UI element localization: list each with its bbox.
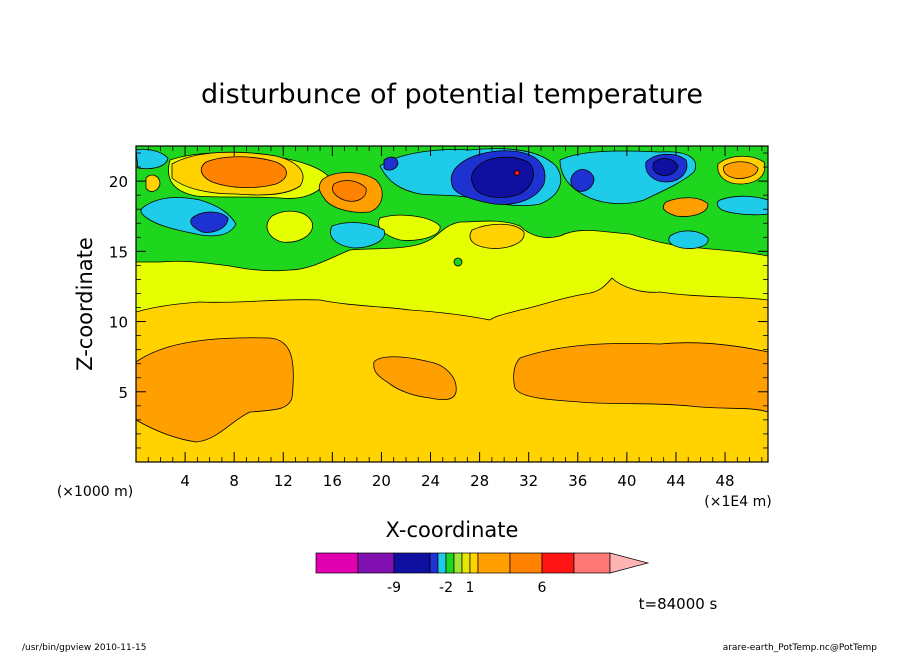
- blob-warm-4-inner: [723, 161, 759, 179]
- x-tick-label: 24: [421, 472, 440, 490]
- colorbar-tick-label: 6: [538, 580, 547, 596]
- blob-blue-3: [570, 169, 595, 192]
- colorbar-tick-labels: -9 -2 1 6: [387, 580, 547, 596]
- colorbar-segment: [469, 552, 479, 574]
- colorbar-segment: [445, 552, 455, 574]
- colorbar-segment: [477, 552, 511, 574]
- y-axis-label: Z-coordinate: [73, 237, 97, 371]
- blob-warm-1-inner: [200, 156, 287, 189]
- colorbar-segment: [437, 552, 447, 574]
- blob-warm-3: [662, 197, 709, 217]
- blob-cyan-2: [330, 222, 385, 249]
- blob-warm-2-inner: [332, 180, 367, 202]
- footer-right: arare-earth_PotTemp.nc@PotTemp: [723, 643, 878, 653]
- colorbar-segment: [429, 552, 439, 574]
- x-tick-label: 44: [666, 472, 685, 490]
- colorbar-segment: [541, 552, 575, 574]
- hole-yellow-a: [266, 210, 313, 243]
- x-tick-label: 20: [372, 472, 391, 490]
- x-axis-label: X-coordinate: [386, 518, 519, 542]
- colorbar-tick-label: 1: [466, 580, 475, 596]
- x-unit-right: (×1E4 m): [704, 494, 771, 510]
- colorbar-tick-label: -9: [387, 580, 401, 596]
- blob-warm-6: [145, 174, 161, 192]
- x-tick-label: 36: [568, 472, 587, 490]
- chart-title: disturbunce of potential temperature: [201, 79, 703, 110]
- blob-orange-right: [513, 342, 768, 413]
- blob-cyan-5: [668, 230, 709, 249]
- colorbar-tick-label: -2: [439, 580, 453, 596]
- x-tick-label: 8: [229, 472, 239, 490]
- blob-orange-left: [136, 337, 294, 443]
- y-axis-ticks: 5 10 15 20: [109, 152, 768, 449]
- blob-cyan-7: [136, 148, 169, 170]
- footer-left: /usr/bin/gpview 2010-11-15: [22, 643, 146, 653]
- x-tick-label: 32: [519, 472, 538, 490]
- plot-frame: [135, 145, 769, 463]
- blob-warm-5: [469, 223, 525, 249]
- colorbar-segment: [393, 552, 431, 574]
- contour-field: [136, 146, 768, 462]
- blob-blue-5: [383, 156, 399, 171]
- colorbar: [315, 552, 650, 574]
- colorbar-segment: [509, 552, 543, 574]
- colorbar-segment: [573, 552, 611, 574]
- colorbar-segment: [461, 552, 471, 574]
- colorbar-segment: [453, 552, 463, 574]
- colorbar-arrow: [609, 552, 650, 574]
- x-tick-label: 16: [323, 472, 342, 490]
- x-tick-label: 28: [470, 472, 489, 490]
- blob-blue-1: [190, 211, 229, 233]
- spot-red: [514, 170, 520, 176]
- y-tick-label: 10: [109, 314, 128, 332]
- colorbar-segment: [357, 552, 395, 574]
- colorbar-segment: [315, 552, 359, 574]
- x-tick-label: 40: [617, 472, 636, 490]
- y-tick-label: 5: [118, 384, 128, 402]
- x-tick-label: 12: [274, 472, 293, 490]
- x-unit-left: (×1000 m): [57, 484, 133, 500]
- spot-green: [453, 257, 463, 267]
- x-tick-label: 4: [180, 472, 190, 490]
- time-label: t=84000 s: [639, 595, 718, 613]
- blob-orange-mid: [373, 356, 457, 401]
- x-axis-ticks: 4 8 12 16 20 24 28 32 36 40 44 48: [147, 146, 763, 490]
- blob-navy-core: [471, 156, 534, 198]
- y-tick-label: 15: [109, 243, 128, 261]
- y-tick-label: 20: [109, 173, 128, 191]
- blob-navy-right: [652, 158, 679, 176]
- blob-cyan-6: [716, 195, 768, 216]
- x-tick-label: 48: [716, 472, 735, 490]
